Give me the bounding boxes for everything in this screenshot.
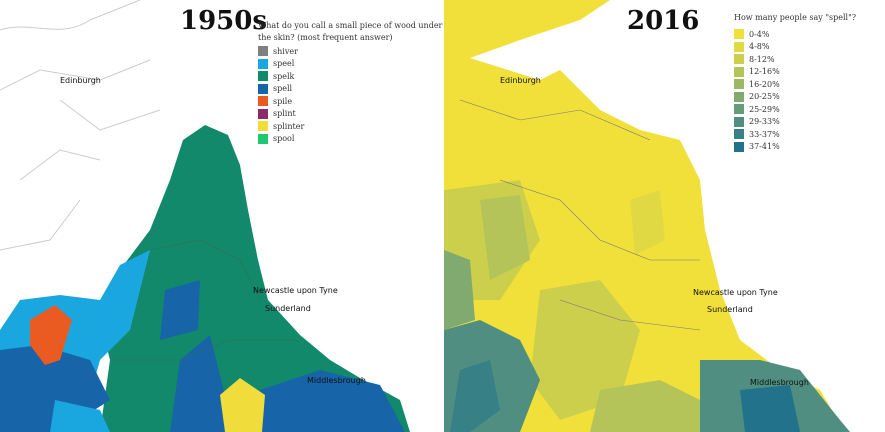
place-label: Middlesbrough: [307, 376, 366, 385]
legend-label: spelk: [273, 71, 295, 81]
legend-label: 37-41%: [749, 142, 780, 152]
legend-item: 25-29%: [734, 103, 780, 116]
legend-swatch: [734, 129, 744, 140]
map-title: 1950s: [180, 6, 268, 36]
place-label: Edinburgh: [500, 76, 541, 85]
legend-label: 16-20%: [749, 79, 780, 89]
legend-label: spool: [273, 134, 295, 144]
legend-item: 8-12%: [734, 53, 780, 66]
legend-swatch: [734, 104, 744, 115]
legend-item: spile: [258, 95, 304, 108]
legend-item: 29-33%: [734, 116, 780, 129]
legend-label: spell: [273, 84, 293, 94]
legend-label: 20-25%: [749, 92, 780, 102]
legend-swatch: [734, 116, 744, 127]
legend-item: 20-25%: [734, 91, 780, 104]
place-label: Sunderland: [265, 304, 311, 313]
legend-item: splinter: [258, 120, 304, 133]
legend-swatch: [258, 121, 268, 132]
legend-swatch: [258, 71, 268, 82]
left-map: [0, 0, 410, 432]
legend-label: 8-12%: [749, 54, 775, 64]
legend-label: 12-16%: [749, 67, 780, 77]
right-map: [444, 0, 850, 432]
legend-swatch: [734, 54, 744, 65]
legend-swatch: [734, 79, 744, 90]
legend-label: splint: [273, 109, 296, 119]
legend-label: shiver: [273, 46, 298, 56]
legend-label: 4-8%: [749, 42, 770, 52]
legend-item: spell: [258, 83, 304, 96]
legend-swatch: [734, 91, 744, 102]
legend-item: 4-8%: [734, 41, 780, 54]
legend-label: 29-33%: [749, 117, 780, 127]
legend-item: spelk: [258, 70, 304, 83]
legend-label: splinter: [273, 121, 305, 131]
legend-swatch: [734, 66, 744, 77]
legend-label: speel: [273, 59, 295, 69]
legend-item: 37-41%: [734, 141, 780, 154]
legend-swatch: [734, 41, 744, 52]
legend-swatch: [734, 29, 744, 40]
legend-item: 0-4%: [734, 28, 780, 41]
legend-swatch: [258, 58, 268, 69]
legend-label: 0-4%: [749, 29, 770, 39]
legend-item: shiver: [258, 45, 304, 58]
legend-label: spile: [273, 96, 293, 106]
legend-question: What do you call a small piece of wood u…: [258, 21, 443, 42]
legend-item: 33-37%: [734, 128, 780, 141]
legend-swatch: [258, 96, 268, 107]
place-label: Newcastle upon Tyne: [253, 286, 338, 295]
legend-swatch: [258, 83, 268, 94]
legend-item: 12-16%: [734, 66, 780, 79]
legend-swatch: [258, 108, 268, 119]
legend-item: spool: [258, 133, 304, 146]
legend-item: speel: [258, 58, 304, 71]
legend: 0-4% 4-8% 8-12% 12-16% 16-20% 20-25% 25-29% 29-…: [734, 28, 780, 153]
legend: shiver speel spelk spell spile splint splinter…: [258, 45, 304, 145]
place-label: Sunderland: [707, 305, 753, 314]
legend-label: 25-29%: [749, 104, 780, 114]
legend-swatch: [734, 141, 744, 152]
place-label: Edinburgh: [60, 76, 101, 85]
legend-swatch: [258, 46, 268, 57]
legend-item: 16-20%: [734, 78, 780, 91]
legend-swatch: [258, 133, 268, 144]
legend-label: 33-37%: [749, 129, 780, 139]
map-title: 2016: [627, 6, 700, 36]
legend-item: splint: [258, 108, 304, 121]
place-label: Newcastle upon Tyne: [693, 288, 778, 297]
legend-question: How many people say "spell"?: [734, 13, 857, 22]
place-label: Middlesbrough: [750, 378, 809, 387]
